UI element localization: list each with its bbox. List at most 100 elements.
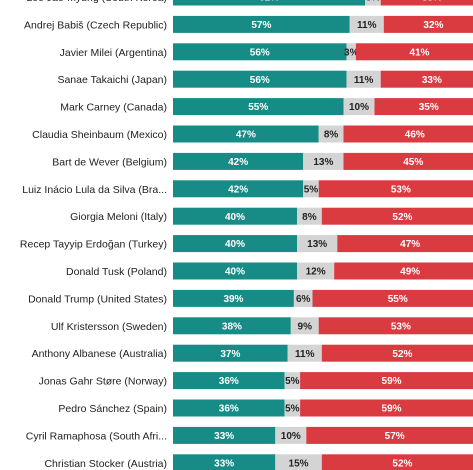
data-label-neutral: 11%: [295, 349, 315, 360]
category-label: Pedro Sánchez (Spain): [58, 403, 167, 415]
data-label-neutral: 8%: [324, 130, 339, 141]
bar-segment-disapprove: [318, 180, 473, 198]
bar-segment-approve: [173, 344, 288, 362]
data-label-approve: 40%: [225, 239, 245, 250]
category-label: Luiz Inácio Lula da Silva (Bra...: [22, 184, 167, 196]
data-label-disapprove: 35%: [419, 102, 439, 113]
data-label-approve: 42%: [228, 157, 248, 168]
data-label-neutral: 5%: [285, 404, 300, 415]
data-label-approve: 36%: [219, 404, 239, 415]
bar-segment-approve: [173, 262, 297, 280]
bar-segment-neutral: [297, 262, 335, 280]
bar-segment-neutral: [284, 399, 301, 417]
bar-segment-neutral: [275, 454, 322, 470]
bar-segment-neutral: [297, 235, 338, 253]
category-label: Lee Jae-myung (South Korea): [26, 0, 167, 4]
bar-segment-disapprove: [355, 43, 473, 61]
bar-segment-neutral: [303, 180, 319, 198]
data-label-approve: 33%: [214, 431, 234, 442]
bar-segment-approve: [173, 454, 276, 470]
data-label-approve: 40%: [225, 212, 245, 223]
bar-segment-neutral: [346, 70, 381, 88]
bar-segment-disapprove: [321, 344, 473, 362]
bar-segment-disapprove: [300, 372, 473, 390]
category-label: Sanae Takaichi (Japan): [57, 74, 167, 86]
data-label-neutral: 9%: [298, 321, 313, 332]
bar-segment-approve: [173, 317, 291, 335]
data-label-disapprove: 41%: [409, 47, 429, 58]
bar-segment-approve: [173, 43, 347, 61]
data-label-neutral: 8%: [302, 212, 317, 223]
data-label-approve: 39%: [223, 294, 243, 305]
data-label-neutral: 11%: [354, 75, 374, 86]
category-label: Bart de Wever (Belgium): [52, 156, 167, 168]
bar-segment-approve: [173, 70, 347, 88]
category-label: Donald Tusk (Poland): [66, 266, 167, 278]
data-label-disapprove: 53%: [391, 321, 411, 332]
bar-segment-approve: [173, 15, 350, 33]
data-label-disapprove: 33%: [422, 0, 442, 4]
data-label-approve: 57%: [251, 20, 271, 31]
bar-segment-approve: [173, 152, 304, 170]
bar-segment-approve: [173, 235, 297, 253]
data-label-neutral: 3%: [344, 47, 359, 58]
data-label-approve: 56%: [250, 75, 270, 86]
data-label-neutral: 6%: [296, 294, 311, 305]
data-label-neutral: 15%: [289, 458, 309, 469]
data-label-approve: 62%: [259, 0, 279, 4]
bar-segment-neutral: [290, 317, 319, 335]
data-label-disapprove: 45%: [403, 157, 423, 168]
data-label-approve: 40%: [225, 267, 245, 278]
data-label-neutral: 5%: [285, 376, 300, 387]
bar-segment-disapprove: [380, 0, 473, 6]
bar-segment-neutral: [287, 344, 322, 362]
bar-segment-approve: [173, 207, 297, 225]
data-label-disapprove: 52%: [392, 349, 412, 360]
category-label: Ulf Kristersson (Sweden): [51, 321, 167, 333]
bar-segment-approve: [173, 0, 366, 6]
data-label-approve: 55%: [248, 102, 268, 113]
bar-segment-neutral: [343, 98, 375, 116]
category-label: Cyril Ramaphosa (South Afri...: [26, 430, 167, 442]
bar-segment-neutral: [318, 125, 344, 143]
category-label: Anthony Albanese (Australia): [32, 348, 167, 360]
category-label: Donald Trump (United States): [28, 293, 167, 305]
data-label-neutral: 11%: [357, 20, 377, 31]
data-label-approve: 56%: [250, 47, 270, 58]
data-label-disapprove: 32%: [423, 20, 443, 31]
bar-segment-neutral: [365, 0, 381, 6]
bar-segment-disapprove: [334, 262, 473, 280]
bar-segment-approve: [173, 98, 344, 116]
category-label: Jonas Gahr Støre (Norway): [39, 376, 167, 388]
data-label-neutral: 10%: [349, 102, 369, 113]
data-label-disapprove: 49%: [400, 267, 420, 278]
data-label-disapprove: 59%: [382, 404, 402, 415]
bar-segment-disapprove: [343, 125, 473, 143]
data-label-approve: 36%: [219, 376, 239, 387]
data-label-neutral: 5%: [366, 0, 381, 4]
data-label-disapprove: 53%: [391, 184, 411, 195]
bar-segment-disapprove: [380, 70, 473, 88]
bar-segment-disapprove: [374, 98, 473, 116]
bar-segment-disapprove: [312, 289, 473, 307]
category-label: Giorgia Meloni (Italy): [70, 211, 167, 223]
data-label-approve: 37%: [220, 349, 240, 360]
data-label-disapprove: 33%: [422, 75, 442, 86]
category-label: Mark Carney (Canada): [60, 102, 167, 114]
bar-segment-disapprove: [383, 15, 473, 33]
bar-segment-approve: [173, 399, 285, 417]
bar-segment-disapprove: [337, 235, 473, 253]
category-label: Javier Milei (Argentina): [60, 47, 167, 59]
data-label-disapprove: 59%: [382, 376, 402, 387]
data-label-neutral: 12%: [306, 267, 326, 278]
data-label-approve: 33%: [214, 458, 234, 469]
bar-segment-neutral: [346, 43, 356, 61]
bar-segment-approve: [173, 289, 294, 307]
data-label-neutral: 13%: [307, 239, 327, 250]
bar-segment-disapprove: [343, 152, 473, 170]
bar-segment-neutral: [275, 426, 307, 444]
data-label-approve: 47%: [236, 130, 256, 141]
bar-segment-disapprove: [300, 399, 473, 417]
bar-segment-disapprove: [321, 454, 473, 470]
